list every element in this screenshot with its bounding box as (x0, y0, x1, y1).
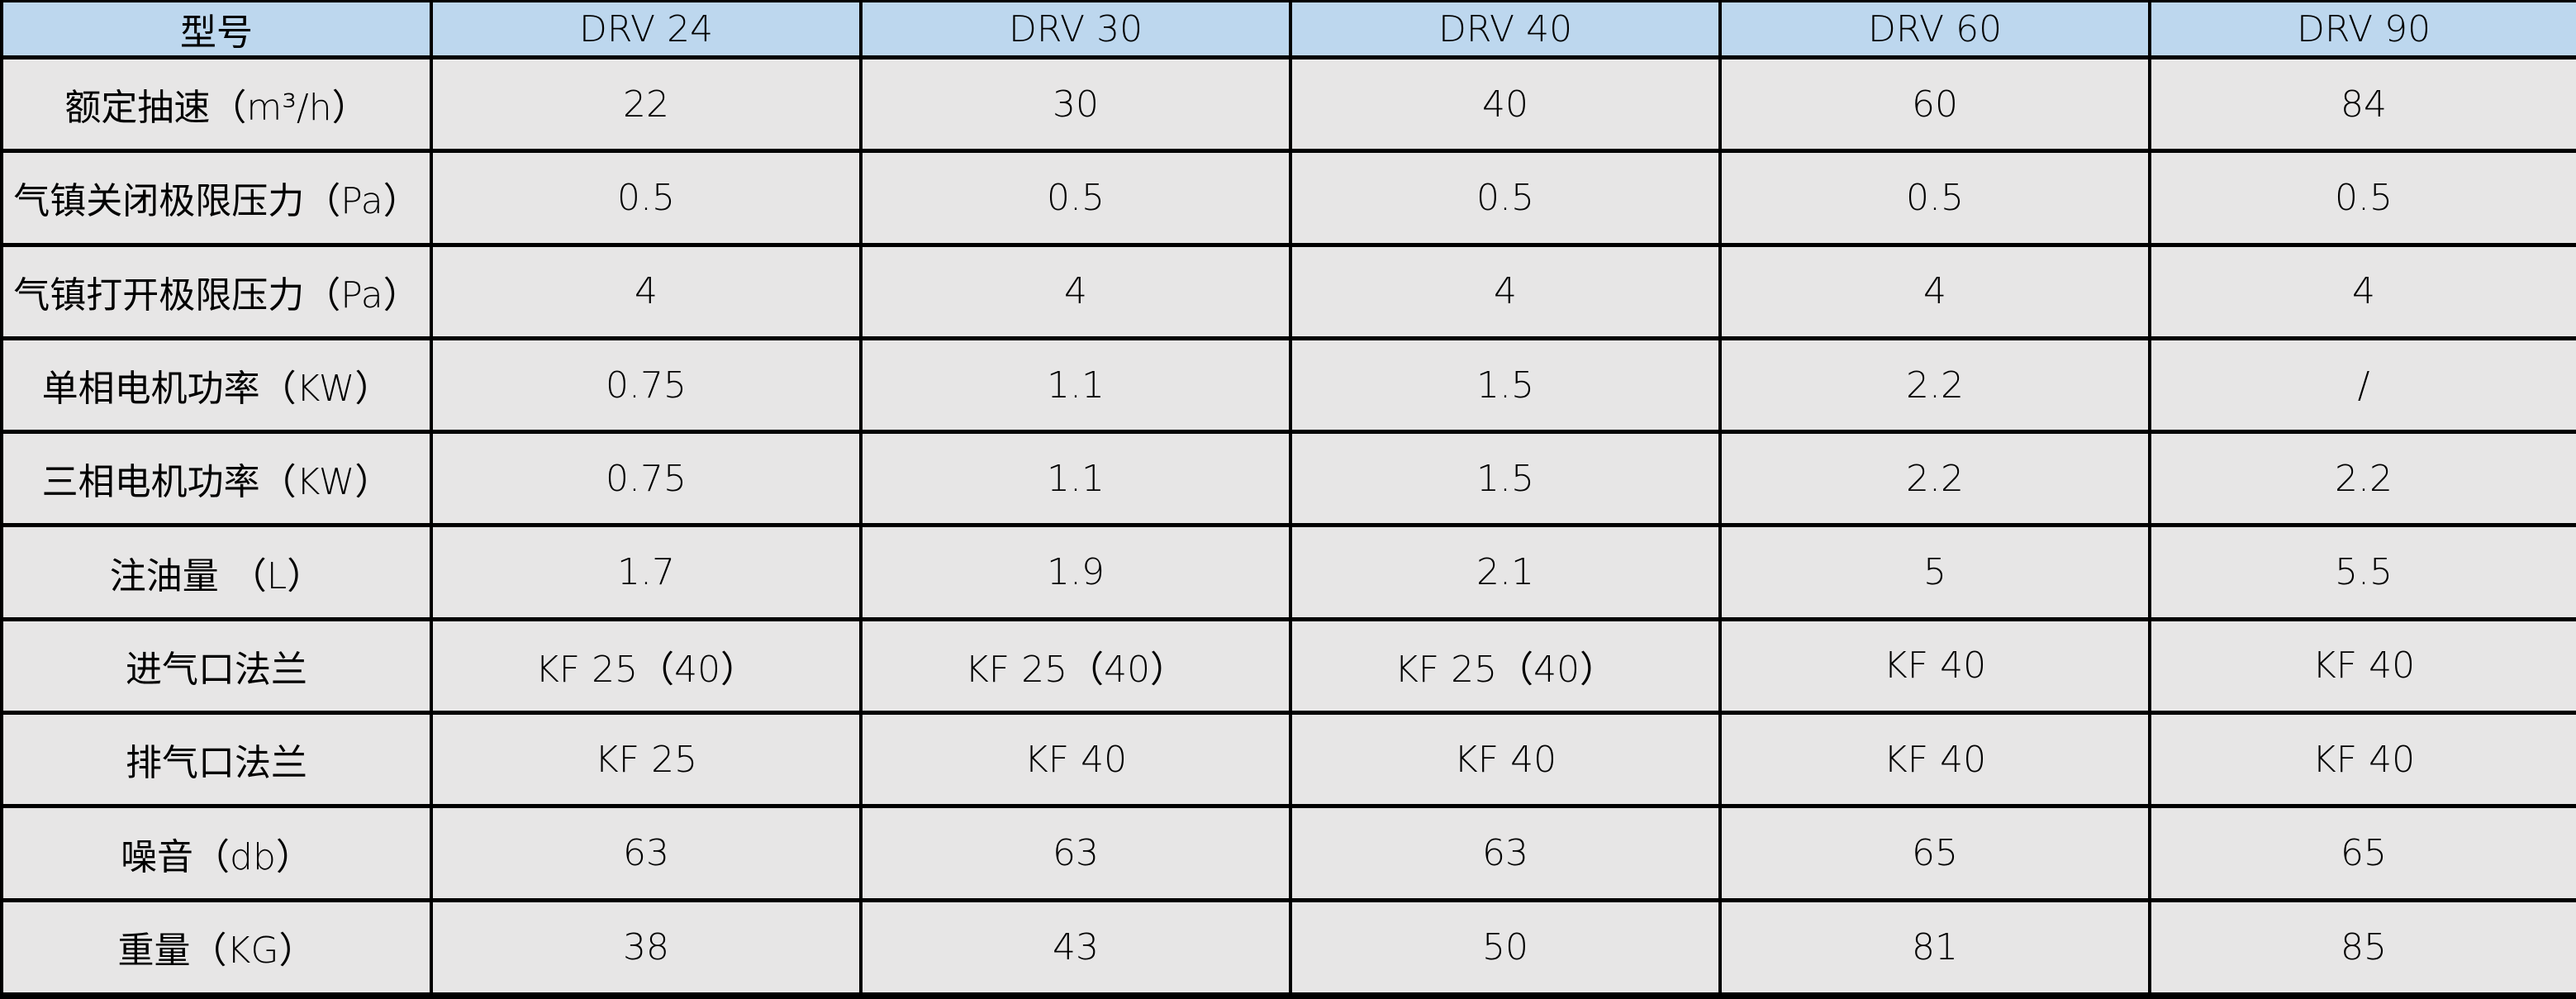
table-header-row: 型号 DRV 24 DRV 30 DRV 40 DRV 60 DRV 90 (0, 0, 2576, 59)
spec-value: 5.5 (2148, 523, 2576, 621)
spec-value: 63 (1289, 804, 1722, 902)
spec-value: 1.7 (430, 523, 863, 621)
spec-value: 4 (430, 242, 863, 340)
row-label: 排气口法兰 (0, 711, 433, 809)
column-header-drv24: DRV 24 (430, 0, 863, 59)
spec-value: 1.5 (1289, 430, 1722, 528)
spec-value: 0.5 (430, 149, 863, 247)
table-row: 三相电机功率（KW） 0.75 1.1 1.5 2.2 2.2 (0, 430, 2576, 528)
table-row: 额定抽速（m³/h） 22 30 40 60 84 (0, 55, 2576, 154)
spec-value: 2.2 (1718, 430, 2151, 528)
spec-value: 0.5 (1289, 149, 1722, 247)
spec-value: 0.75 (430, 335, 863, 435)
row-label: 注油量 （L） (0, 523, 433, 621)
spec-value: 30 (859, 55, 1292, 154)
spec-value: 1.9 (859, 523, 1292, 621)
spec-value: 4 (859, 242, 1292, 340)
spec-value: KF 25（40） (430, 616, 863, 716)
column-header-model: 型号 (0, 0, 433, 59)
spec-value: 2.1 (1289, 523, 1722, 621)
table-row: 重量（KG） 38 43 50 81 85 (0, 897, 2576, 999)
row-label: 额定抽速（m³/h） (0, 55, 433, 154)
spec-value: 63 (430, 804, 863, 902)
column-header-drv90: DRV 90 (2148, 0, 2576, 59)
spec-value: KF 40 (1718, 711, 2151, 809)
row-label: 气镇关闭极限压力（Pa） (0, 149, 433, 247)
spec-value: KF 25（40） (1289, 616, 1722, 716)
spec-value: 0.5 (2148, 149, 2576, 247)
row-label: 重量（KG） (0, 897, 433, 999)
spec-value: 5 (1718, 523, 2151, 621)
spec-value: 2.2 (1718, 335, 2151, 435)
column-header-drv40: DRV 40 (1289, 0, 1722, 59)
spec-value: 1.5 (1289, 335, 1722, 435)
spec-value: / (2148, 335, 2576, 435)
spec-value: 65 (1718, 804, 2151, 902)
spec-value: 0.75 (430, 430, 863, 528)
spec-value: 50 (1289, 897, 1722, 999)
spec-value: KF 25（40） (859, 616, 1292, 716)
spec-value: 0.5 (859, 149, 1292, 247)
spec-value: 43 (859, 897, 1292, 999)
spec-value: KF 40 (1718, 616, 2151, 716)
spec-value: 81 (1718, 897, 2151, 999)
table-row: 单相电机功率（KW） 0.75 1.1 1.5 2.2 / (0, 335, 2576, 435)
spec-value: KF 40 (1289, 711, 1722, 809)
spec-value: 38 (430, 897, 863, 999)
table-row: 排气口法兰 KF 25 KF 40 KF 40 KF 40 KF 40 (0, 711, 2576, 809)
table-row: 气镇打开极限压力（Pa） 4 4 4 4 4 (0, 242, 2576, 340)
spec-value: KF 40 (2148, 711, 2576, 809)
column-header-drv60: DRV 60 (1718, 0, 2151, 59)
spec-value: 4 (1289, 242, 1722, 340)
row-label: 气镇打开极限压力（Pa） (0, 242, 433, 340)
spec-value: 60 (1718, 55, 2151, 154)
column-header-drv30: DRV 30 (859, 0, 1292, 59)
spec-value: 40 (1289, 55, 1722, 154)
spec-value: 2.2 (2148, 430, 2576, 528)
spec-value: 1.1 (859, 335, 1292, 435)
table-row: 噪音（db） 63 63 63 65 65 (0, 804, 2576, 902)
spec-value: 85 (2148, 897, 2576, 999)
spec-value: 4 (2148, 242, 2576, 340)
row-label: 噪音（db） (0, 804, 433, 902)
row-label: 进气口法兰 (0, 616, 433, 716)
row-label: 三相电机功率（KW） (0, 430, 433, 528)
table-row: 注油量 （L） 1.7 1.9 2.1 5 5.5 (0, 523, 2576, 621)
row-label: 单相电机功率（KW） (0, 335, 433, 435)
table-row: 气镇关闭极限压力（Pa） 0.5 0.5 0.5 0.5 0.5 (0, 149, 2576, 247)
spec-value: KF 25 (430, 711, 863, 809)
table-row: 进气口法兰 KF 25（40） KF 25（40） KF 25（40） KF 4… (0, 616, 2576, 716)
spec-value: 65 (2148, 804, 2576, 902)
spec-value: 1.1 (859, 430, 1292, 528)
spec-value: 22 (430, 55, 863, 154)
spec-value: 63 (859, 804, 1292, 902)
spec-value: KF 40 (859, 711, 1292, 809)
spec-value: 0.5 (1718, 149, 2151, 247)
spec-value: 4 (1718, 242, 2151, 340)
spec-value: 84 (2148, 55, 2576, 154)
spec-value: KF 40 (2148, 616, 2576, 716)
